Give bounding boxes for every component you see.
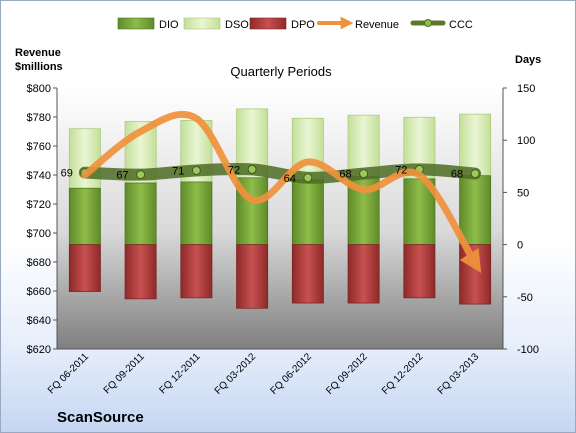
- ccc-data-label: 64: [284, 173, 296, 185]
- legend-label-dio: DIO: [159, 19, 179, 31]
- legend-swatch-dio: [117, 17, 155, 30]
- ccc-data-label: 69: [61, 168, 73, 180]
- left-tick-label: $680: [27, 257, 51, 269]
- left-tick-label: $720: [27, 199, 51, 211]
- right-tick-label: 150: [517, 83, 535, 95]
- ccc-point: [136, 170, 146, 180]
- left-tick-label: $620: [27, 344, 51, 356]
- dpo-bar: [180, 244, 213, 299]
- legend-swatch-dpo: [249, 17, 287, 30]
- dso-bar: [459, 113, 492, 177]
- ccc-data-label: 68: [339, 169, 351, 181]
- dio-bar: [459, 175, 492, 245]
- ccc-point: [191, 165, 201, 175]
- bars: [68, 108, 492, 309]
- right-tick-label: -100: [517, 344, 539, 356]
- dpo-bar: [459, 244, 492, 305]
- ccc-point: [247, 164, 257, 174]
- ccc-data-label: 71: [172, 165, 184, 177]
- dio-bar: [180, 181, 213, 245]
- category-label: FQ 09-2011: [102, 351, 147, 396]
- dpo-bar: [403, 244, 436, 299]
- right-axis: -100 -50 0 50 100 150: [57, 83, 539, 356]
- chart-title: Quarterly Periods: [230, 64, 332, 79]
- revenue-line: [81, 110, 482, 273]
- category-label: FQ 03-2013: [436, 351, 482, 397]
- ccc-data-labels: 69 67 71 72 64 68 72 68: [61, 164, 464, 184]
- right-tick-label: -50: [517, 292, 533, 304]
- category-label: FQ 12-2012: [380, 351, 426, 397]
- dso-bar: [68, 128, 101, 189]
- left-axis: $620 $640 $660 $680 $700 $720 $740 $760 $780 $800: [27, 83, 58, 356]
- left-tick-label: $800: [27, 83, 51, 95]
- legend-label-revenue: Revenue: [355, 19, 399, 31]
- ccc-point: [470, 169, 480, 179]
- right-tick-label: 50: [517, 187, 529, 199]
- revenue-series: [81, 110, 482, 273]
- dpo-bar: [291, 244, 324, 304]
- category-label: FQ 09-2012: [324, 351, 370, 397]
- right-tick-label: 100: [517, 135, 535, 147]
- company-name: ScanSource: [57, 409, 144, 426]
- legend-swatch-dso: [183, 17, 221, 30]
- category-label: FQ 06-2011: [46, 351, 91, 396]
- ccc-data-label: 72: [228, 164, 240, 176]
- ccc-data-label: 68: [451, 169, 463, 181]
- right-tick-label: 0: [517, 240, 523, 252]
- right-axis-label: Days: [515, 54, 541, 66]
- dio-bar: [68, 187, 101, 245]
- dio-bar: [291, 179, 324, 245]
- dpo-bar: [124, 244, 157, 300]
- dpo-bar: [68, 244, 101, 292]
- ccc-point: [303, 173, 313, 183]
- plot-area: [57, 88, 503, 349]
- left-tick-label: $780: [27, 112, 51, 124]
- category-label: FQ 12-2011: [158, 351, 203, 396]
- ccc-data-label: 67: [116, 170, 128, 182]
- left-tick-label: $700: [27, 228, 51, 240]
- ccc-data-label: 72: [395, 164, 407, 176]
- dpo-bar: [347, 244, 380, 304]
- category-label: FQ 06-2012: [268, 351, 314, 397]
- legend-swatch-ccc-marker: [424, 19, 432, 27]
- left-tick-label: $640: [27, 315, 51, 327]
- dio-bar: [124, 182, 157, 245]
- legend: DIO DSO DPO Revenue CCC: [117, 16, 473, 31]
- category-axis: FQ 06-2011 FQ 09-2011 FQ 12-2011 FQ 03-2012…: [46, 351, 482, 397]
- left-axis-label-line2: $millions: [15, 61, 63, 73]
- dpo-bar: [236, 244, 269, 309]
- left-axis-label-line1: Revenue: [15, 47, 61, 59]
- left-tick-label: $660: [27, 286, 51, 298]
- dso-bar: [347, 114, 380, 178]
- legend-label-dpo: DPO: [291, 19, 315, 31]
- ccc-point: [359, 169, 369, 179]
- legend-label-ccc: CCC: [449, 19, 473, 31]
- left-tick-label: $760: [27, 141, 51, 153]
- category-label: FQ 03-2012: [213, 351, 259, 397]
- legend-label-dso: DSO: [225, 19, 249, 31]
- left-tick-label: $740: [27, 170, 51, 182]
